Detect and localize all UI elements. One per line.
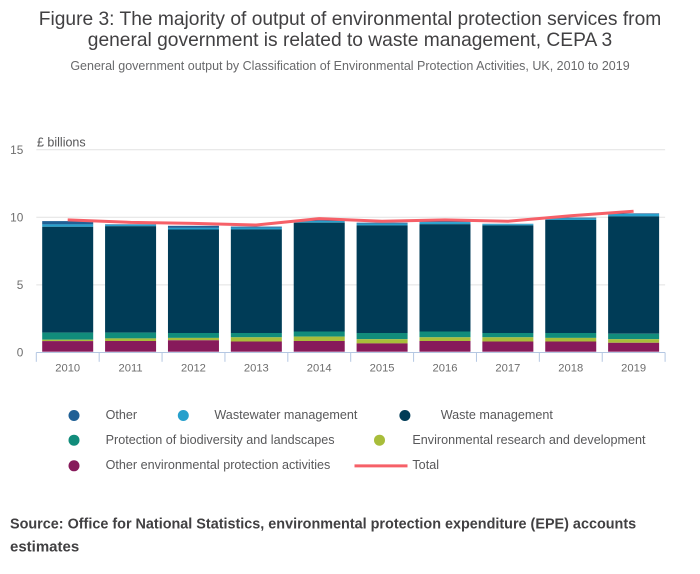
svg-text:15: 15 bbox=[10, 143, 24, 157]
svg-text:0: 0 bbox=[17, 345, 24, 359]
svg-text:Other: Other bbox=[106, 408, 138, 422]
svg-text:2010: 2010 bbox=[55, 363, 80, 375]
svg-text:£ billions: £ billions bbox=[37, 136, 86, 150]
svg-text:5: 5 bbox=[17, 278, 24, 292]
svg-text:2016: 2016 bbox=[433, 363, 458, 375]
svg-text:Waste management: Waste management bbox=[441, 408, 554, 422]
svg-text:2012: 2012 bbox=[181, 363, 206, 375]
svg-text:Wastewater management: Wastewater management bbox=[214, 408, 358, 422]
svg-text:2014: 2014 bbox=[307, 363, 332, 375]
svg-text:Total: Total bbox=[412, 458, 439, 472]
svg-text:2013: 2013 bbox=[244, 363, 269, 375]
svg-text:2018: 2018 bbox=[558, 363, 583, 375]
svg-text:2011: 2011 bbox=[119, 363, 143, 375]
svg-text:Figure 3: The majority of outp: Figure 3: The majority of output of envi… bbox=[39, 9, 661, 30]
svg-text:2019: 2019 bbox=[621, 363, 646, 375]
svg-text:estimates: estimates bbox=[10, 539, 79, 556]
svg-text:Source: Office for National St: Source: Office for National Statistics, … bbox=[10, 517, 636, 533]
svg-text:General government output by C: General government output by Classificat… bbox=[70, 59, 629, 73]
svg-text:Protection of biodiversity and: Protection of biodiversity and landscape… bbox=[106, 433, 335, 447]
svg-text:10: 10 bbox=[10, 210, 24, 224]
svg-text:2017: 2017 bbox=[495, 363, 520, 375]
svg-text:general government is related: general government is related to waste m… bbox=[88, 30, 612, 51]
svg-text:2015: 2015 bbox=[370, 363, 395, 375]
svg-text:Other environmental protection: Other environmental protection activitie… bbox=[106, 458, 331, 472]
svg-text:Environmental research and dev: Environmental research and development bbox=[412, 433, 646, 447]
